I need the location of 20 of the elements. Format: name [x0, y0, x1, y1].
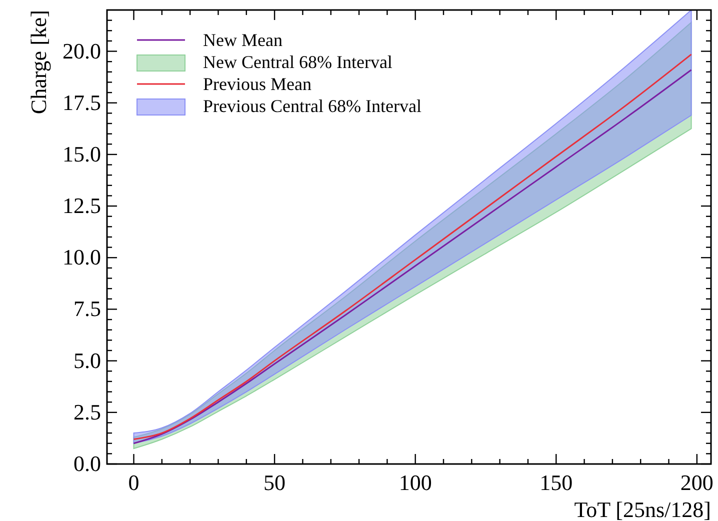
y-tick-label: 10.0 — [62, 244, 101, 270]
y-tick-label: 15.0 — [62, 141, 101, 166]
y-tick-label: 2.5 — [74, 399, 101, 424]
y-tick-label: 5.0 — [74, 348, 101, 373]
legend-label: New Mean — [203, 30, 282, 50]
y-axis-title: Charge [ke] — [26, 10, 51, 114]
y-tick-label: 17.5 — [62, 90, 101, 115]
y-tick-label: 20.0 — [62, 38, 101, 64]
legend-label: Previous Mean — [203, 74, 312, 94]
legend-label: Previous Central 68% Interval — [203, 96, 422, 116]
x-tick-label: 200 — [680, 470, 714, 495]
y-tick-label: 0.0 — [74, 451, 101, 476]
x-tick-label: 100 — [398, 470, 432, 495]
x-tick-label: 50 — [264, 470, 286, 495]
y-tick-label: 12.5 — [62, 193, 101, 218]
legend-label: New Central 68% Interval — [203, 52, 392, 72]
y-tick-label: 7.5 — [74, 296, 101, 322]
x-axis-title: ToT [25ns/128] — [574, 497, 711, 521]
x-tick-label: 0 — [128, 470, 140, 495]
x-tick-label: 150 — [540, 470, 573, 495]
